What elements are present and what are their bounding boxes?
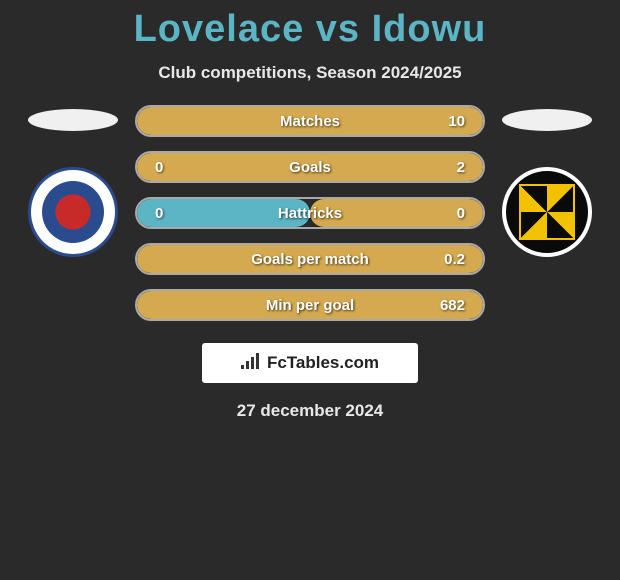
stat-row: Min per goal 682 bbox=[135, 289, 485, 321]
stat-row: 0 Goals 2 bbox=[135, 151, 485, 183]
stat-value-left: 0 bbox=[155, 205, 185, 222]
stat-row: Goals per match 0.2 bbox=[135, 243, 485, 275]
club-badge-right-inner bbox=[519, 184, 575, 240]
left-player-column bbox=[19, 105, 127, 257]
stat-label: Goals bbox=[289, 159, 331, 176]
right-player-column bbox=[493, 105, 601, 257]
stat-label: Min per goal bbox=[266, 297, 354, 314]
flag-left bbox=[28, 109, 118, 131]
page-title: Lovelace vs Idowu bbox=[0, 8, 620, 51]
flag-right bbox=[502, 109, 592, 131]
stat-value-right: 0.2 bbox=[435, 251, 465, 268]
stat-label: Goals per match bbox=[251, 251, 369, 268]
date: 27 december 2024 bbox=[0, 401, 620, 421]
stat-value-right: 10 bbox=[435, 113, 465, 130]
stat-row: Matches 10 bbox=[135, 105, 485, 137]
attribution-badge[interactable]: FcTables.com bbox=[202, 343, 418, 383]
subtitle: Club competitions, Season 2024/2025 bbox=[0, 63, 620, 83]
comparison-widget: Lovelace vs Idowu Club competitions, Sea… bbox=[0, 0, 620, 421]
stat-value-right: 682 bbox=[435, 297, 465, 314]
stat-row: 0 Hattricks 0 bbox=[135, 197, 485, 229]
club-badge-left-inner bbox=[42, 181, 104, 243]
club-badge-right bbox=[502, 167, 592, 257]
stat-label: Matches bbox=[280, 113, 340, 130]
stat-label: Hattricks bbox=[278, 205, 342, 222]
signal-icon bbox=[241, 353, 261, 374]
stats-column: Matches 10 0 Goals 2 0 Hattricks 0 Goals per mat… bbox=[135, 105, 485, 321]
comparison-area: Matches 10 0 Goals 2 0 Hattricks 0 Goals per mat… bbox=[0, 105, 620, 321]
club-badge-left bbox=[28, 167, 118, 257]
stat-value-right: 0 bbox=[435, 205, 465, 222]
stat-value-left: 0 bbox=[155, 159, 185, 176]
attribution-text: FcTables.com bbox=[267, 353, 379, 373]
stat-value-right: 2 bbox=[435, 159, 465, 176]
